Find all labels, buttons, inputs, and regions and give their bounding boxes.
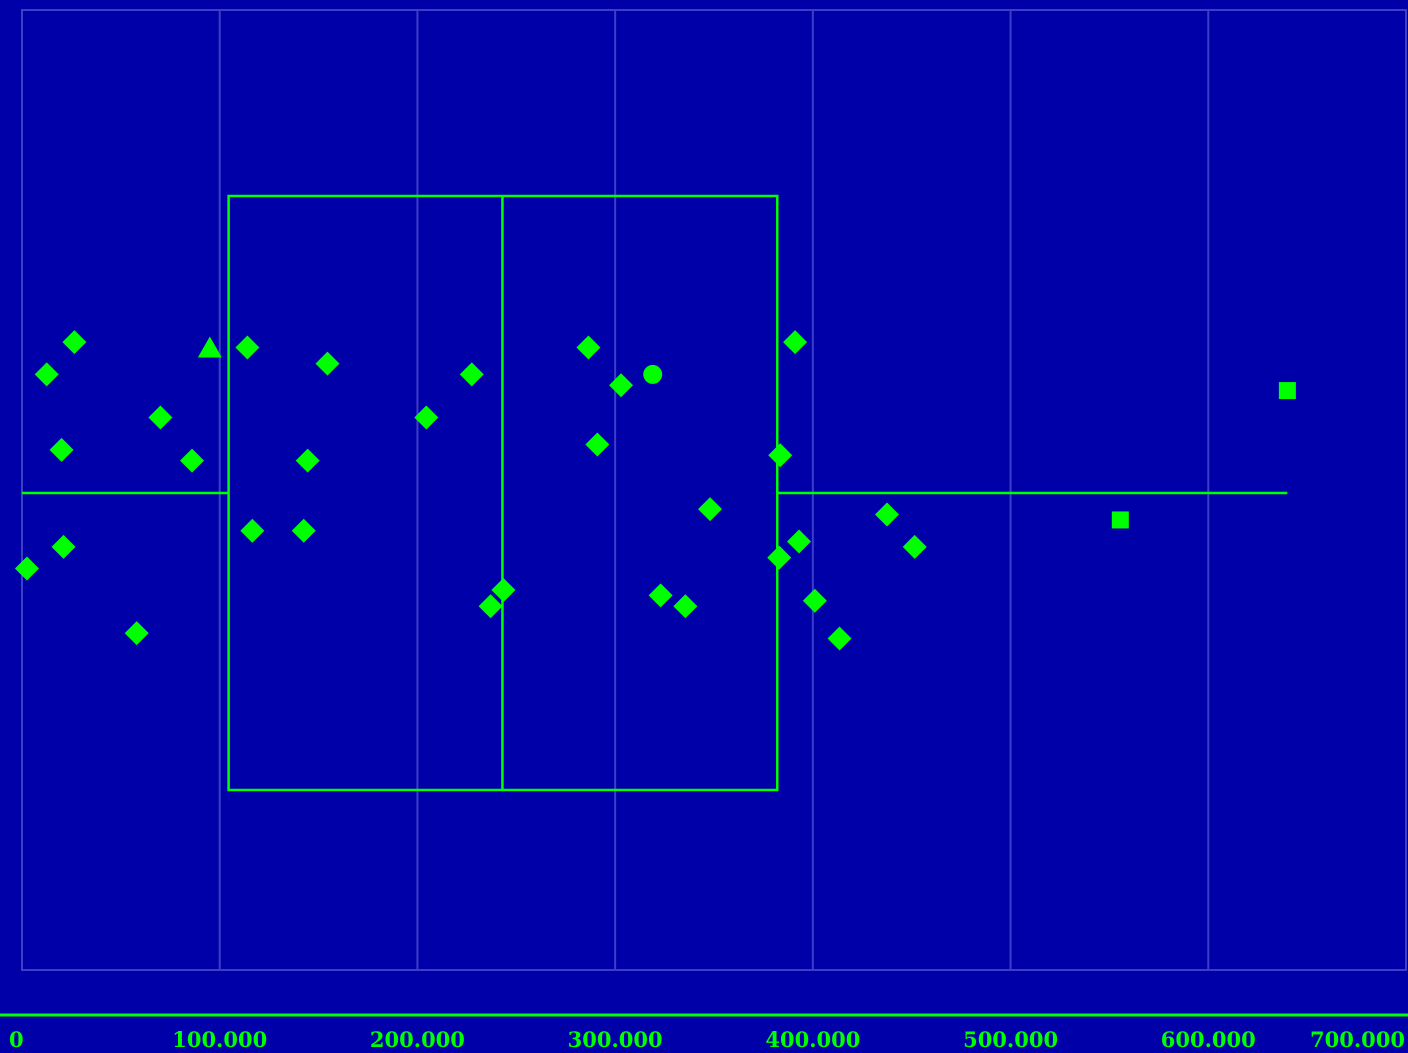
data-point-diamond	[768, 443, 793, 468]
data-point-diamond	[698, 497, 723, 522]
x-tick-label: 0	[9, 1027, 24, 1052]
data-point-diamond	[478, 594, 503, 619]
data-points	[14, 330, 1296, 651]
data-point-diamond	[180, 448, 205, 473]
data-point-diamond	[767, 545, 792, 570]
data-point-circle	[643, 364, 663, 384]
data-point-diamond	[783, 330, 808, 355]
data-point-diamond	[148, 405, 173, 430]
data-point-diamond	[51, 534, 76, 559]
data-point-diamond	[459, 362, 484, 387]
data-point-diamond	[414, 405, 439, 430]
data-point-diamond	[62, 330, 87, 355]
data-point-diamond	[291, 518, 316, 543]
x-tick-label: 600.000	[1161, 1027, 1256, 1052]
data-point-diamond	[585, 432, 610, 457]
data-point-diamond	[827, 626, 852, 651]
x-tick-label: 500.000	[963, 1027, 1058, 1052]
data-point-diamond	[673, 594, 698, 619]
data-point-diamond	[902, 534, 927, 559]
data-point-diamond	[576, 335, 601, 360]
data-point-diamond	[240, 518, 265, 543]
data-point-diamond	[49, 437, 74, 462]
x-tick-label: 100.000	[172, 1027, 267, 1052]
data-point-diamond	[648, 583, 673, 608]
data-point-diamond	[315, 351, 340, 376]
box-plot	[22, 194, 1288, 792]
data-point-diamond	[787, 529, 812, 554]
plot-frame	[21, 9, 1407, 971]
data-point-diamond	[295, 448, 320, 473]
data-point-diamond	[235, 335, 260, 360]
data-point-diamond	[124, 621, 149, 646]
data-point-diamond	[491, 578, 516, 603]
data-point-triangle	[197, 336, 222, 358]
data-point-diamond	[802, 588, 827, 613]
x-tick-label: 400.000	[765, 1027, 860, 1052]
data-point-diamond	[875, 502, 899, 527]
data-point-diamond	[609, 373, 634, 398]
data-point-square	[1278, 382, 1296, 400]
data-point-square	[1111, 511, 1129, 529]
data-point-diamond	[14, 556, 39, 581]
x-tick-labels: 0 100.000 200.000 300.000 400.000 500.000 600.…	[9, 1027, 1405, 1052]
x-tick-label: 300.000	[568, 1027, 663, 1052]
x-tick-label: 200.000	[370, 1027, 465, 1052]
data-point-diamond	[34, 362, 59, 387]
x-tick-label: 700.000	[1310, 1027, 1405, 1052]
